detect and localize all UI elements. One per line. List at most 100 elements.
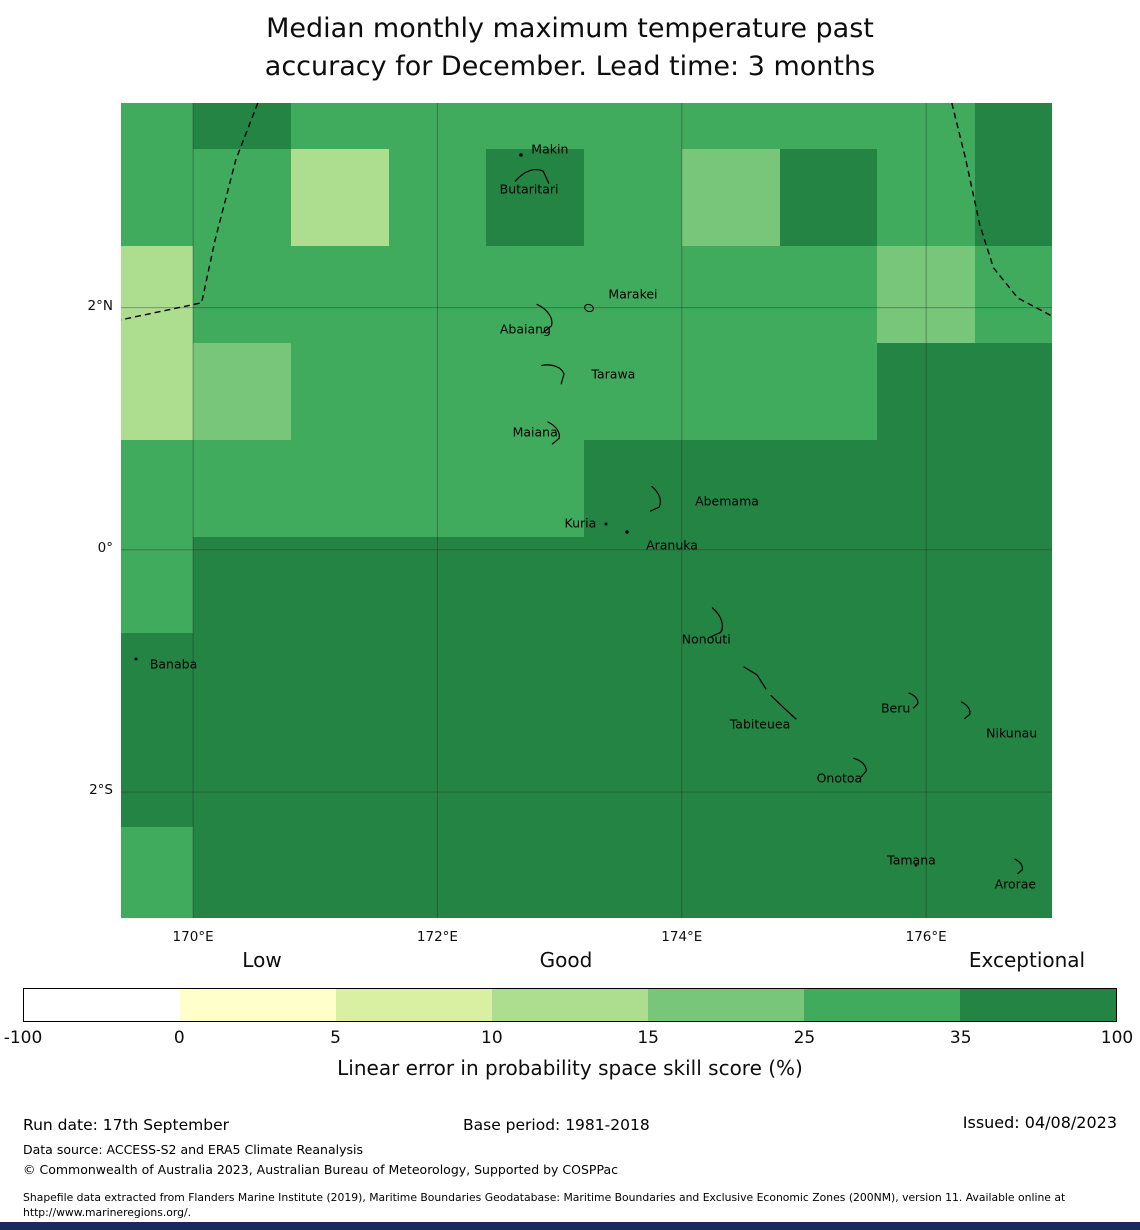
- colorbar-segment: [180, 989, 336, 1021]
- island-label: Nikunau: [986, 725, 1038, 741]
- colorbar-tick-label: 10: [481, 1028, 503, 1048]
- map-overlay: [121, 103, 1052, 918]
- heatmap-cell: [290, 536, 390, 635]
- heatmap-cell: [584, 103, 683, 150]
- heatmap-cell: [877, 103, 976, 150]
- issued-date: Issued: 04/08/2023: [962, 1113, 1117, 1132]
- heatmap-cell: [486, 633, 585, 731]
- heatmap-cell: [290, 439, 390, 538]
- island-mark: [601, 519, 612, 530]
- island-label: Makin: [531, 141, 569, 157]
- colorbar-tick-label: 35: [949, 1028, 972, 1048]
- heatmap-cell: [193, 149, 292, 247]
- heatmap-cell: [877, 730, 976, 828]
- island-mark: [901, 688, 926, 713]
- legend-label-good: Good: [539, 948, 593, 972]
- heatmap-cell: [388, 633, 487, 731]
- island-mark: [847, 754, 875, 782]
- heatmap-cell: [121, 245, 194, 344]
- heatmap-cell: [681, 730, 781, 828]
- heatmap-cell: [681, 342, 781, 441]
- colorbar-segment: [648, 989, 804, 1021]
- heatmap-cell: [877, 633, 976, 731]
- eez-boundary-line: [951, 103, 1052, 317]
- island-label: Banaba: [149, 656, 198, 672]
- island-label: Tarawa: [591, 366, 636, 382]
- heatmap-cells: [121, 103, 1052, 918]
- heatmap-cell: [388, 439, 487, 538]
- heatmap-cell: [193, 730, 292, 828]
- heatmap-cell: [486, 536, 585, 635]
- island-label: Kuria: [564, 515, 597, 531]
- heatmap-cell: [779, 730, 878, 828]
- colorbar-tick-label: 15: [637, 1028, 659, 1048]
- island-mark: [509, 151, 561, 203]
- heatmap-cell: [779, 633, 878, 731]
- heatmap-cell: [877, 342, 976, 441]
- base-period: Base period: 1981-2018: [463, 1116, 650, 1134]
- heatmap-cell: [975, 149, 1052, 247]
- heatmap-cell: [779, 103, 878, 150]
- heatmap-cell: [388, 342, 487, 441]
- heatmap-cell: [975, 633, 1052, 731]
- heatmap-cell: [681, 149, 781, 247]
- lon-tick-label: 170°E: [172, 929, 214, 945]
- heatmap-cell: [681, 103, 781, 150]
- heatmap-cell: [584, 342, 683, 441]
- heatmap-cell: [877, 827, 976, 918]
- heatmap-cell: [486, 245, 585, 344]
- map-wrap: Makin Butaritari Marakei Abaiang Tarawa Maian…: [0, 103, 1140, 963]
- island-label: Marakei: [608, 286, 658, 302]
- island-mark: [578, 297, 600, 319]
- heatmap-cell: [121, 536, 194, 635]
- colorbar-segment: [804, 989, 960, 1021]
- heatmap-cell: [584, 633, 683, 731]
- legend-label-exceptional: Exceptional: [968, 948, 1086, 972]
- heatmap-cell: [975, 342, 1052, 441]
- island-mark: [130, 653, 141, 664]
- heatmap-cell: [779, 439, 878, 538]
- heatmap-cell: [975, 730, 1052, 828]
- heatmap-cell: [584, 730, 683, 828]
- colorbar-tick-label: -100: [3, 1028, 43, 1048]
- island-label: Tamana: [887, 852, 936, 868]
- heatmap-cell: [486, 342, 585, 441]
- colorbar-segment: [960, 989, 1116, 1021]
- island-label: Arorae: [994, 876, 1037, 892]
- island-label: Beru: [880, 700, 911, 716]
- lat-tick-label: 2°N: [87, 297, 113, 314]
- heatmap-cell: [193, 439, 292, 538]
- island-mark: [536, 416, 570, 450]
- island-label: Onotoa: [816, 770, 863, 786]
- heatmap-cell: [121, 730, 194, 828]
- colorbar-tick-label: 25: [793, 1028, 816, 1048]
- copyright-notice: © Commonwealth of Australia 2023, Austra…: [23, 1162, 618, 1177]
- heatmap-cell: [681, 245, 781, 344]
- heatmap-cell: [290, 149, 390, 247]
- heatmap-cell: [975, 103, 1052, 150]
- lon-tick-label: 174°E: [661, 929, 703, 945]
- heatmap-cell: [121, 633, 194, 731]
- run-date: Run date: 17th September: [23, 1116, 229, 1134]
- island-mark: [952, 697, 980, 725]
- colorbar-segment: [336, 989, 492, 1021]
- heatmap-cell: [193, 633, 292, 731]
- lat-tick-label: 0°: [97, 539, 113, 556]
- heatmap-cell: [388, 536, 487, 635]
- island-label: Abaiang: [499, 321, 551, 337]
- heatmap-cell: [193, 827, 292, 918]
- island-mark: [535, 353, 576, 394]
- chart-title: Median monthly maximum temperature past …: [264, 13, 876, 83]
- heatmap-cell: [121, 342, 194, 441]
- island-mark: [621, 526, 633, 538]
- heatmap-cell: [193, 536, 292, 635]
- footer-bar: [0, 1222, 1140, 1230]
- heatmap-cell: [681, 439, 781, 538]
- colorbar-tick-label: 5: [330, 1028, 341, 1048]
- island-label: Tabiteuea: [729, 716, 791, 732]
- heatmap-cell: [975, 827, 1052, 918]
- legend-label-low: Low: [242, 948, 282, 972]
- lon-tick-label: 176°E: [905, 929, 947, 945]
- heatmap-cell: [388, 245, 487, 344]
